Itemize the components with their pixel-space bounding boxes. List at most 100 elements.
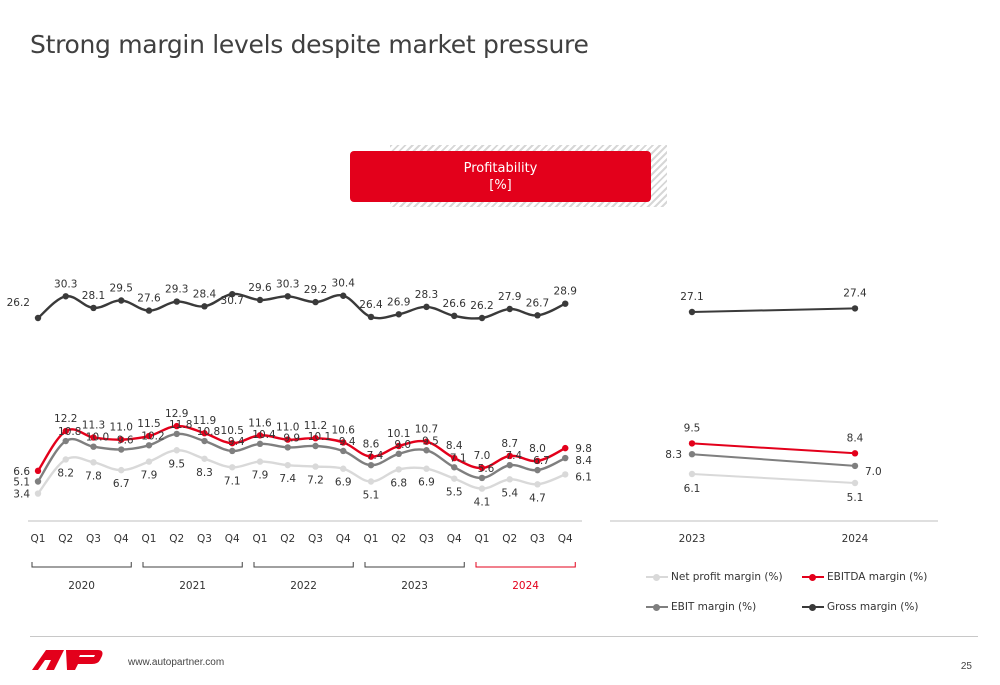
ebit-annual-point bbox=[851, 462, 859, 470]
ebitda-annual-point bbox=[688, 440, 696, 447]
ebitda-quarterly-point bbox=[201, 430, 208, 437]
ebit-quarterly-point bbox=[62, 437, 69, 445]
ebit-quarterly-point bbox=[201, 437, 208, 445]
footer-url[interactable]: www.autopartner.com bbox=[128, 657, 225, 668]
quarter-tick-label: Q2 bbox=[391, 533, 406, 545]
ebit-quarterly-point bbox=[534, 466, 541, 474]
net-quarterly-point bbox=[145, 458, 153, 465]
ebit-quarterly-point bbox=[34, 478, 42, 485]
quarter-tick-label: Q1 bbox=[253, 533, 268, 545]
ebitda-quarterly-label: 11.0 bbox=[276, 422, 299, 434]
annual-tick-label: 2023 bbox=[679, 533, 706, 545]
gross-quarterly-point bbox=[506, 305, 513, 313]
gross-quarterly-label: 28.1 bbox=[82, 290, 105, 302]
quarter-tick-label: Q2 bbox=[58, 533, 73, 545]
legend-ebitda-label: EBITDA margin (%) bbox=[827, 571, 928, 583]
gross-quarterly-label: 30.7 bbox=[221, 295, 244, 307]
ebitda-quarterly-label: 12.9 bbox=[165, 408, 188, 420]
net-quarterly-label: 5.1 bbox=[363, 489, 380, 501]
gross-quarterly-label: 26.7 bbox=[526, 297, 549, 309]
ebitda-quarterly-point bbox=[312, 434, 319, 442]
net-quarterly-point bbox=[90, 459, 97, 466]
ebitda-quarterly-label: 6.6 bbox=[13, 466, 30, 478]
ebit-quarterly-point bbox=[284, 444, 291, 451]
ebitda-quarterly-label: 12.2 bbox=[54, 413, 77, 425]
gross-annual-point bbox=[851, 305, 859, 312]
gross-annual-point bbox=[688, 308, 696, 316]
net-annual-point bbox=[851, 479, 859, 487]
ebit-quarterly-point bbox=[118, 446, 125, 453]
net-quarterly-label: 7.8 bbox=[85, 470, 102, 482]
ebitda-quarterly-point bbox=[451, 454, 458, 462]
net-quarterly-point bbox=[451, 475, 458, 482]
net-annual-point bbox=[688, 470, 696, 478]
net-quarterly-point bbox=[256, 458, 264, 465]
quarter-tick-label: Q2 bbox=[169, 533, 184, 545]
gross-annual-label: 27.4 bbox=[843, 287, 867, 299]
ebit-quarterly-label: 10.8 bbox=[58, 426, 81, 438]
ebitda-quarterly-point bbox=[340, 439, 347, 446]
gross-quarterly-point bbox=[62, 293, 69, 300]
gross-quarterly-label: 30.3 bbox=[276, 278, 299, 290]
quarter-tick-label: Q1 bbox=[142, 533, 157, 545]
ebitda-quarterly-point bbox=[62, 427, 69, 435]
quarter-tick-label: Q2 bbox=[502, 533, 517, 545]
gross-quarterly-label: 30.4 bbox=[332, 278, 356, 290]
ebit-quarterly-label: 9.4 bbox=[228, 436, 245, 448]
year-bracket bbox=[31, 562, 132, 568]
year-bracket bbox=[142, 562, 243, 568]
gross-quarterly-point bbox=[256, 296, 264, 304]
net-quarterly-point bbox=[478, 485, 486, 492]
ebit-quarterly-point bbox=[506, 461, 513, 469]
ebitda-quarterly-point bbox=[367, 453, 375, 460]
gross-quarterly-point bbox=[340, 292, 347, 299]
ebit-quarterly-point bbox=[478, 474, 486, 482]
legend-net-swatch bbox=[646, 572, 668, 582]
net-quarterly-label: 3.4 bbox=[13, 489, 30, 501]
quarter-tick-label: Q3 bbox=[197, 533, 212, 545]
net-quarterly-point bbox=[312, 463, 319, 470]
quarter-tick-label: Q4 bbox=[114, 533, 129, 545]
banner-box: Profitability [%] bbox=[350, 151, 651, 202]
gross-quarterly-point bbox=[229, 290, 236, 298]
net-quarterly-point bbox=[284, 461, 291, 469]
gross-quarterly-label: 26.6 bbox=[443, 298, 467, 310]
ebitda-quarterly-label: 8.4 bbox=[446, 440, 463, 452]
gross-quarterly-label: 29.6 bbox=[248, 282, 272, 294]
gross-quarterly-label: 27.6 bbox=[137, 293, 161, 305]
legend-ebitda: EBITDA margin (%) bbox=[802, 571, 927, 583]
ebit-quarterly-label: 9.9 bbox=[283, 432, 300, 444]
net-quarterly-label: 5.5 bbox=[446, 487, 463, 499]
quarter-tick-label: Q3 bbox=[86, 533, 101, 545]
net-quarterly-label: 4.1 bbox=[474, 497, 491, 509]
net-quarterly-label: 7.4 bbox=[279, 473, 296, 485]
ebitda-quarterly-point bbox=[90, 434, 97, 441]
ebitda-quarterly-point bbox=[562, 444, 569, 452]
ebit-quarterly-point bbox=[312, 442, 319, 450]
ebitda-quarterly-point bbox=[284, 436, 291, 443]
ebit-quarterly-label: 5.1 bbox=[13, 476, 30, 488]
ebit-quarterly-label: 9.4 bbox=[339, 436, 356, 448]
ebit-quarterly-label: 9.5 bbox=[422, 435, 439, 447]
ebit-quarterly-label: 10.8 bbox=[197, 426, 220, 438]
gross-quarterly-label: 28.3 bbox=[415, 289, 438, 301]
ebitda-quarterly-label: 11.0 bbox=[110, 422, 133, 434]
gross-quarterly-point bbox=[284, 293, 291, 300]
ebit-quarterly-label: 7.4 bbox=[367, 450, 384, 462]
gross-quarterly-label: 30.3 bbox=[54, 278, 77, 290]
gross-quarterly-label: 26.2 bbox=[7, 297, 30, 309]
year-bracket bbox=[475, 562, 576, 568]
ebitda-quarterly-point bbox=[229, 439, 236, 447]
net-quarterly-label: 7.9 bbox=[252, 470, 269, 482]
ebit-quarterly-point bbox=[145, 442, 153, 449]
gross-quarterly-label: 27.9 bbox=[498, 291, 521, 303]
net-quarterly-point bbox=[423, 465, 430, 472]
net-quarterly-label: 9.5 bbox=[168, 458, 185, 470]
ebitda-quarterly-point bbox=[534, 457, 541, 465]
ebitda-quarterly-label: 11.5 bbox=[137, 418, 160, 430]
gross-quarterly-label: 26.2 bbox=[470, 300, 493, 312]
ebitda-quarterly-label: 10.6 bbox=[332, 424, 356, 436]
net-annual-label: 6.1 bbox=[684, 483, 701, 495]
ebitda-annual-label: 8.4 bbox=[847, 432, 864, 444]
legend-ebitda-swatch bbox=[802, 572, 824, 582]
